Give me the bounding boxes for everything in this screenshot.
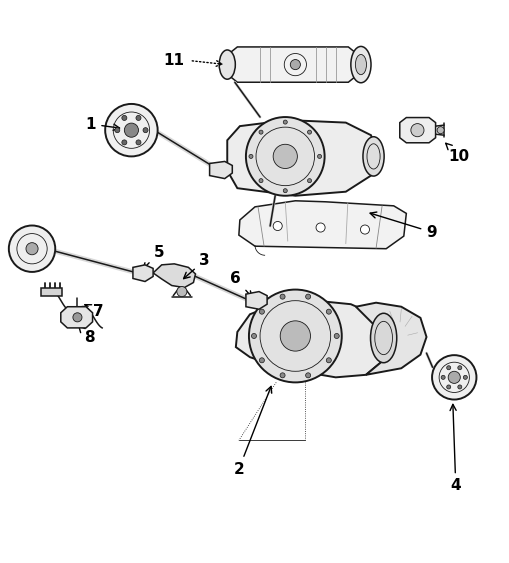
Polygon shape [227,120,378,196]
Circle shape [457,366,461,370]
Circle shape [73,313,82,322]
Polygon shape [399,118,435,143]
Circle shape [307,178,311,182]
Circle shape [273,221,281,231]
Circle shape [279,373,285,378]
Text: 4: 4 [449,404,460,493]
Polygon shape [235,301,383,377]
Circle shape [282,189,287,193]
Circle shape [410,124,423,137]
Circle shape [305,373,310,378]
Circle shape [457,385,461,389]
Circle shape [259,130,263,134]
Text: 3: 3 [183,253,210,279]
Text: 8: 8 [79,326,95,346]
Circle shape [259,309,264,314]
Circle shape [124,123,138,137]
Polygon shape [355,303,426,375]
Circle shape [431,355,475,400]
Circle shape [316,223,324,232]
Text: 5: 5 [143,245,164,269]
Circle shape [122,140,127,145]
Circle shape [360,225,369,234]
Circle shape [273,144,297,168]
Polygon shape [238,201,406,249]
Circle shape [259,358,264,363]
Polygon shape [224,47,360,82]
Circle shape [245,117,324,196]
Circle shape [251,333,256,338]
Circle shape [447,371,460,383]
Circle shape [446,385,450,389]
Circle shape [463,376,466,379]
Polygon shape [133,265,153,282]
Text: 9: 9 [370,212,436,240]
Polygon shape [209,162,232,178]
Circle shape [248,154,252,158]
Ellipse shape [370,313,396,363]
Circle shape [436,127,443,133]
Text: 1: 1 [86,117,119,132]
Text: 2: 2 [233,386,271,477]
Circle shape [259,178,263,182]
Circle shape [446,366,450,370]
Circle shape [305,294,310,299]
Circle shape [26,243,38,255]
Text: 10: 10 [445,143,469,164]
Circle shape [136,115,140,120]
Circle shape [326,358,331,363]
Circle shape [317,154,321,158]
Text: 6: 6 [230,271,251,297]
Circle shape [122,115,127,120]
Circle shape [326,309,331,314]
Text: 11: 11 [163,53,184,68]
Polygon shape [153,264,195,288]
Circle shape [307,130,311,134]
Circle shape [282,120,287,124]
Circle shape [115,128,120,133]
Polygon shape [245,292,267,309]
Text: 7: 7 [84,304,104,319]
Circle shape [9,226,55,272]
Circle shape [143,128,148,133]
Circle shape [279,321,310,351]
Ellipse shape [219,50,235,79]
Circle shape [279,294,285,299]
Ellipse shape [362,137,383,176]
Circle shape [290,60,300,70]
Circle shape [440,376,444,379]
Polygon shape [61,307,93,328]
Ellipse shape [355,55,366,75]
Circle shape [136,140,140,145]
Circle shape [105,104,157,157]
Ellipse shape [350,46,370,83]
Circle shape [177,287,186,297]
Polygon shape [41,288,62,296]
Circle shape [333,333,338,338]
Circle shape [248,289,341,382]
